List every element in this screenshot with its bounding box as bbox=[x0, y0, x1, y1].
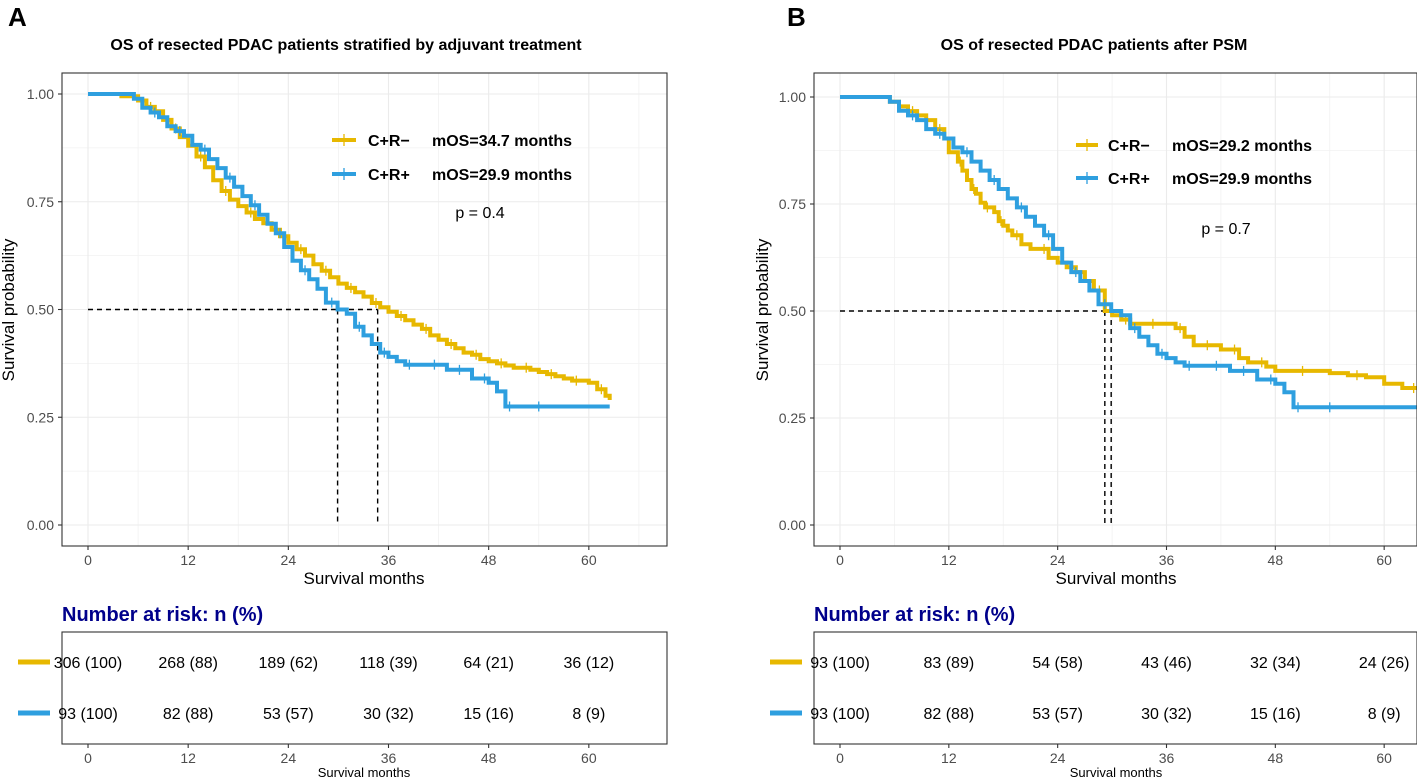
panel-label: A bbox=[8, 2, 27, 32]
risk-x-tick-label: 48 bbox=[1268, 750, 1284, 766]
risk-cell: 118 (39) bbox=[359, 655, 417, 672]
legend-mos-c-r-minus: mOS=29.2 months bbox=[1172, 138, 1312, 155]
risk-cell: 15 (16) bbox=[463, 706, 514, 723]
x-tick-label: 48 bbox=[1268, 552, 1284, 568]
legend-label-c-r-plus: C+R+ bbox=[368, 167, 410, 184]
risk-x-tick-label: 12 bbox=[941, 750, 957, 766]
risk-cell: 43 (46) bbox=[1141, 655, 1192, 672]
x-tick-label: 48 bbox=[481, 552, 497, 568]
risk-x-tick-label: 60 bbox=[581, 750, 597, 766]
curves-group bbox=[840, 95, 1417, 413]
risk-x-tick-label: 0 bbox=[84, 750, 92, 766]
risk-cell: 82 (88) bbox=[923, 706, 974, 723]
risk-cell: 93 (100) bbox=[810, 655, 870, 672]
risk-table-box bbox=[61, 631, 668, 745]
risk-cell: 8 (9) bbox=[1368, 706, 1401, 723]
y-tick-label: 0.00 bbox=[779, 517, 806, 533]
panel-a: A OS of resected PDAC patients stratified… bbox=[0, 2, 668, 780]
risk-x-axis-title: Survival months bbox=[1070, 765, 1163, 780]
risk-x-axis-title: Survival months bbox=[318, 765, 411, 780]
y-axis-title: Survival probability bbox=[0, 238, 18, 381]
y-tick-label: 1.00 bbox=[779, 89, 806, 105]
risk-table-title: Number at risk: n (%) bbox=[814, 604, 1015, 626]
risk-cell: 24 (26) bbox=[1359, 655, 1410, 672]
legend-label-c-r-minus: C+R− bbox=[1108, 138, 1150, 155]
legend-mos-c-r-plus: mOS=29.9 months bbox=[432, 167, 572, 184]
risk-x-tick-label: 24 bbox=[1050, 750, 1066, 766]
x-tick-label: 60 bbox=[581, 552, 597, 568]
x-tick-label: 60 bbox=[1376, 552, 1392, 568]
risk-cell: 53 (57) bbox=[263, 706, 314, 723]
risk-x-tick-label: 60 bbox=[1376, 750, 1392, 766]
risk-cell: 93 (100) bbox=[58, 706, 118, 723]
risk-cell: 15 (16) bbox=[1250, 706, 1301, 723]
risk-table-box bbox=[813, 631, 1417, 745]
risk-cell: 30 (32) bbox=[1141, 706, 1192, 723]
legend-label-c-r-minus: C+R− bbox=[368, 133, 410, 150]
risk-cell: 32 (34) bbox=[1250, 655, 1301, 672]
y-tick-label: 1.00 bbox=[27, 86, 54, 102]
risk-cell: 93 (100) bbox=[810, 706, 870, 723]
risk-cell: 30 (32) bbox=[363, 706, 414, 723]
risk-table-title: Number at risk: n (%) bbox=[62, 604, 263, 626]
chart-title: OS of resected PDAC patients stratified … bbox=[110, 37, 582, 54]
y-tick-label: 0.75 bbox=[27, 194, 54, 210]
x-tick-label: 0 bbox=[84, 552, 92, 568]
p-value-annotation: p = 0.4 bbox=[455, 205, 504, 222]
survival-curve-c-r-minus bbox=[88, 92, 612, 400]
x-axis-title: Survival months bbox=[1056, 569, 1177, 588]
x-tick-label: 36 bbox=[1159, 552, 1175, 568]
y-tick-label: 0.50 bbox=[779, 303, 806, 319]
x-tick-label: 12 bbox=[180, 552, 196, 568]
risk-cell: 53 (57) bbox=[1032, 706, 1083, 723]
legend-mos-c-r-plus: mOS=29.9 months bbox=[1172, 171, 1312, 188]
risk-cell: 36 (12) bbox=[563, 655, 614, 672]
y-tick-label: 0.75 bbox=[779, 196, 806, 212]
y-tick-label: 0.00 bbox=[27, 517, 54, 533]
risk-x-tick-label: 24 bbox=[281, 750, 297, 766]
x-tick-label: 12 bbox=[941, 552, 957, 568]
risk-cell: 268 (88) bbox=[158, 655, 218, 672]
risk-cell: 8 (9) bbox=[572, 706, 605, 723]
risk-cell: 189 (62) bbox=[259, 655, 319, 672]
curves-group bbox=[88, 92, 612, 412]
y-tick-label: 0.50 bbox=[27, 302, 54, 318]
risk-x-tick-label: 12 bbox=[180, 750, 196, 766]
risk-cell: 54 (58) bbox=[1032, 655, 1083, 672]
risk-cell: 64 (21) bbox=[463, 655, 514, 672]
survival-curve-c-r-minus bbox=[840, 95, 1417, 390]
survival-curve-c-r-plus bbox=[88, 92, 610, 409]
risk-x-tick-label: 36 bbox=[1159, 750, 1175, 766]
y-axis-title: Survival probability bbox=[753, 238, 772, 381]
risk-cell: 306 (100) bbox=[54, 655, 123, 672]
y-tick-label: 0.25 bbox=[27, 409, 54, 425]
risk-x-tick-label: 36 bbox=[381, 750, 397, 766]
chart-title: OS of resected PDAC patients after PSM bbox=[941, 37, 1248, 54]
risk-cell: 82 (88) bbox=[163, 706, 214, 723]
legend-mos-c-r-minus: mOS=34.7 months bbox=[432, 133, 572, 150]
legend-label-c-r-plus: C+R+ bbox=[1108, 171, 1150, 188]
risk-cell: 83 (89) bbox=[923, 655, 974, 672]
survival-curve-c-r-plus bbox=[840, 95, 1417, 410]
risk-x-tick-label: 48 bbox=[481, 750, 497, 766]
panel-b: B OS of resected PDAC patients after PSM 0… bbox=[753, 2, 1417, 780]
x-tick-label: 0 bbox=[836, 552, 844, 568]
p-value-annotation: p = 0.7 bbox=[1201, 221, 1250, 238]
plot-border bbox=[813, 72, 1417, 547]
x-tick-label: 36 bbox=[381, 552, 397, 568]
y-tick-label: 0.25 bbox=[779, 410, 806, 426]
risk-x-tick-label: 0 bbox=[836, 750, 844, 766]
x-tick-label: 24 bbox=[1050, 552, 1066, 568]
x-axis-title: Survival months bbox=[304, 569, 425, 588]
x-tick-label: 24 bbox=[281, 552, 297, 568]
panel-label: B bbox=[787, 2, 806, 32]
